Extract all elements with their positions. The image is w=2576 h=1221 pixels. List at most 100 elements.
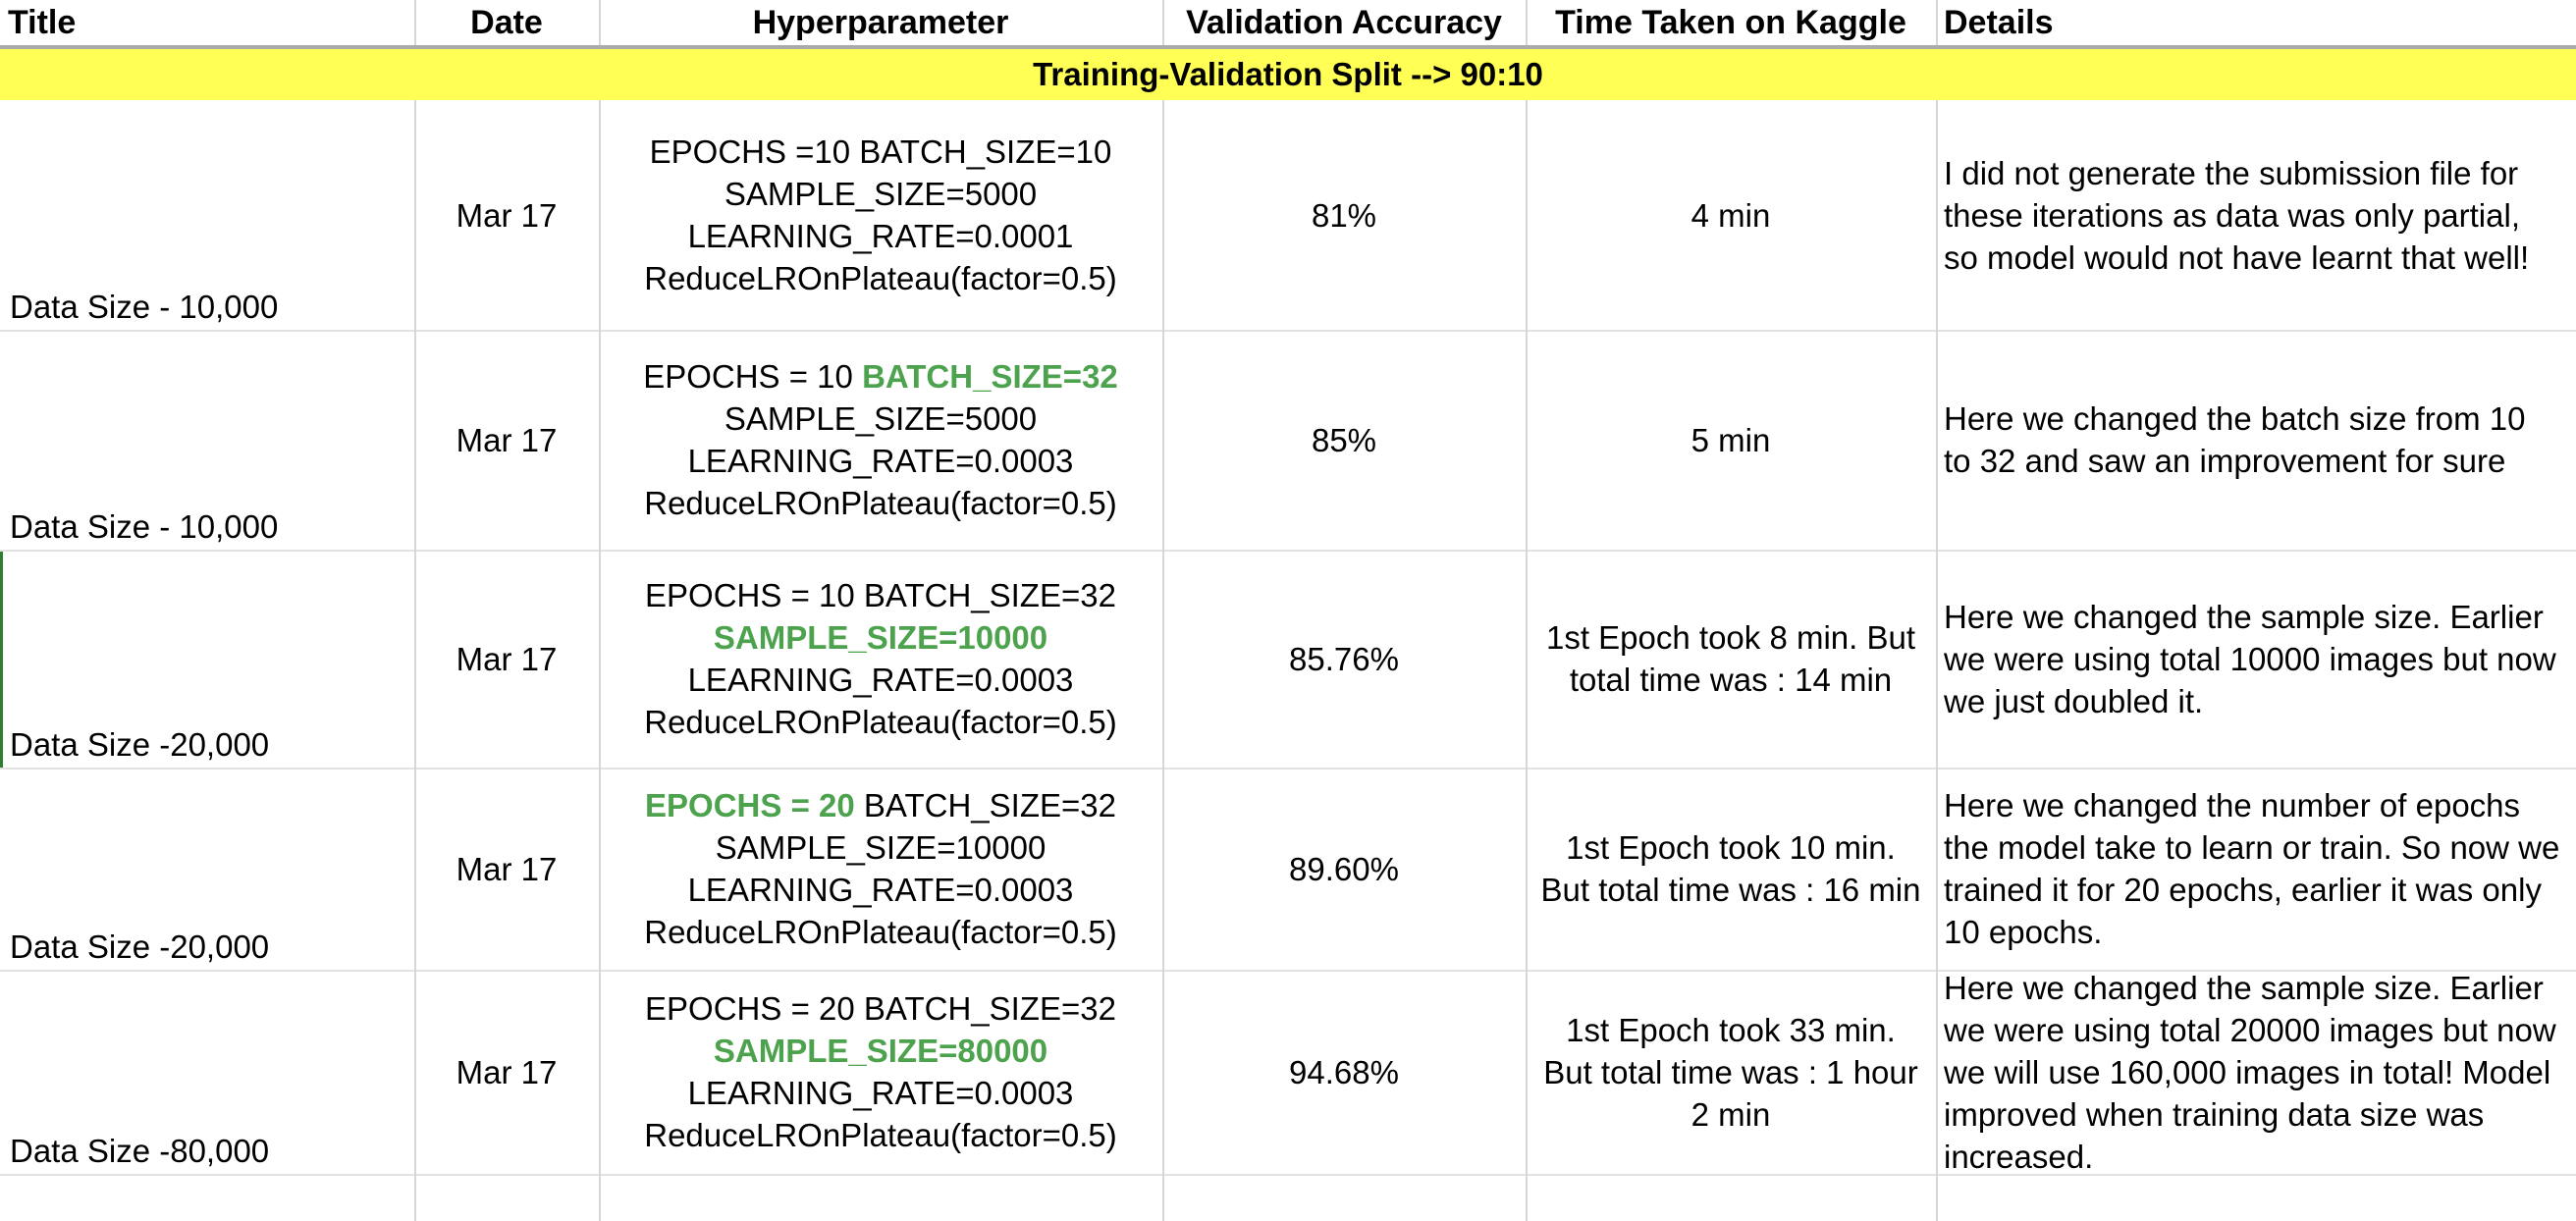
- details-cell[interactable]: I did not generate the submission file f…: [1936, 100, 2576, 330]
- hyperparameter-line: ReduceLROnPlateau(factor=0.5): [644, 1114, 1117, 1156]
- header-time-taken[interactable]: Time Taken on Kaggle: [1555, 4, 1906, 41]
- title-cell[interactable]: Data Size - 10,000: [0, 100, 414, 330]
- hyperparameter-text: EPOCHS = 20 BATCH_SIZE=32: [645, 990, 1116, 1027]
- date-text: Mar 17: [456, 640, 558, 677]
- column-border: [414, 0, 416, 1221]
- hyperparameter-cell[interactable]: EPOCHS =10 BATCH_SIZE=10 SAMPLE_SIZE=5000…: [599, 100, 1162, 330]
- details-cell[interactable]: Here we changed the sample size. Earlier…: [1936, 550, 2576, 768]
- date-text: Mar 17: [456, 421, 558, 458]
- accuracy-cell[interactable]: 89.60%: [1162, 768, 1526, 970]
- time-line: 2 min: [1690, 1095, 1771, 1133]
- table-row: Data Size -20,000 Mar 17 EPOCHS = 10 BATCH…: [0, 550, 2576, 768]
- split-banner[interactable]: Training-Validation Split --> 90:10: [0, 49, 2576, 100]
- details-cell[interactable]: Here we changed the number of epochs the …: [1936, 768, 2576, 970]
- hyperparameter-text: LEARNING_RATE=0.0003: [687, 443, 1074, 479]
- accuracy-cell[interactable]: 85%: [1162, 330, 1526, 550]
- hyperparameter-text: ReduceLROnPlateau(factor=0.5): [644, 1117, 1117, 1153]
- details-line: these iterations as data was only partia…: [1944, 196, 2520, 234]
- title-text: Data Size - 10,000: [10, 508, 279, 545]
- hyperparameter-line: EPOCHS =10 BATCH_SIZE=10: [650, 131, 1112, 173]
- hyperparameter-cell[interactable]: EPOCHS = 20 BATCH_SIZE=32 SAMPLE_SIZE=100…: [599, 768, 1162, 970]
- title-text: Data Size - 10,000: [10, 289, 279, 325]
- hyperparameter-text: BATCH_SIZE=32: [854, 787, 1116, 823]
- details-line: Here we changed the number of epochs: [1944, 787, 2521, 823]
- column-border: [1526, 0, 1528, 1221]
- hyperparameter-line: ReduceLROnPlateau(factor=0.5): [644, 257, 1117, 299]
- header-border: [0, 45, 2576, 49]
- hyperparameter-line: ReduceLROnPlateau(factor=0.5): [644, 482, 1117, 524]
- time-line: 1st Epoch took 10 min.: [1566, 829, 1896, 866]
- header-hyperparameter[interactable]: Hyperparameter: [752, 4, 1009, 41]
- details-cell[interactable]: Here we changed the sample size. Earlier…: [1936, 969, 2576, 1175]
- title-cell[interactable]: Data Size -20,000: [0, 768, 414, 970]
- details-cell[interactable]: Here we changed the batch size from 10 to…: [1936, 330, 2576, 550]
- hyperparameter-text: ReduceLROnPlateau(factor=0.5): [644, 260, 1117, 296]
- accuracy-text: 89.60%: [1289, 850, 1399, 887]
- date-cell[interactable]: Mar 17: [414, 768, 599, 970]
- date-cell[interactable]: Mar 17: [414, 550, 599, 768]
- hyperparameter-cell[interactable]: EPOCHS = 10 BATCH_SIZE=32 SAMPLE_SIZE=100…: [599, 550, 1162, 768]
- hyperparameter-text: EPOCHS = 10: [643, 358, 863, 395]
- time-cell[interactable]: 1st Epoch took 10 min. But total time was…: [1526, 768, 1936, 970]
- table-row: Data Size -80,000 Mar 17 EPOCHS = 20 BATCH…: [0, 969, 2576, 1175]
- time-cell[interactable]: 5 min: [1526, 330, 1936, 550]
- hyperparameter-text: SAMPLE_SIZE=5000: [724, 176, 1038, 212]
- header-title[interactable]: Title: [8, 4, 77, 41]
- hyperparameter-line: LEARNING_RATE=0.0003: [688, 440, 1074, 482]
- title-cell[interactable]: Data Size -20,000: [0, 550, 414, 768]
- hyperparameter-text: SAMPLE_SIZE=5000: [724, 400, 1038, 437]
- accuracy-cell[interactable]: 81%: [1162, 100, 1526, 330]
- time-line: 4 min: [1690, 196, 1771, 234]
- date-cell[interactable]: Mar 17: [414, 330, 599, 550]
- details-line: improved when training data size was: [1944, 1095, 2485, 1133]
- hyperparameter-line: SAMPLE_SIZE=80000: [714, 1030, 1047, 1072]
- date-cell[interactable]: Mar 17: [414, 100, 599, 330]
- hyperparameter-text: LEARNING_RATE=0.0003: [687, 1075, 1074, 1111]
- accuracy-cell[interactable]: 85.76%: [1162, 550, 1526, 768]
- time-line: 1st Epoch took 8 min. But: [1545, 619, 1916, 656]
- accuracy-text: 81%: [1311, 196, 1377, 234]
- hyperparameter-line: EPOCHS = 10 BATCH_SIZE=32: [645, 574, 1116, 616]
- column-border: [599, 0, 601, 1221]
- table-row: Data Size - 10,000 Mar 17 EPOCHS = 10 BATC…: [0, 330, 2576, 550]
- hyperparameter-text: EPOCHS = 10 BATCH_SIZE=32: [645, 577, 1116, 613]
- details-line: Here we changed the sample size. Earlier: [1944, 969, 2544, 1006]
- details-line: trained it for 20 epochs, earlier it was…: [1944, 872, 2542, 908]
- accuracy-text: 94.68%: [1289, 1053, 1399, 1090]
- header-details[interactable]: Details: [1944, 4, 2054, 41]
- title-cell[interactable]: Data Size - 10,000: [0, 330, 414, 550]
- header-validation-accuracy[interactable]: Validation Accuracy: [1186, 4, 1502, 41]
- date-text: Mar 17: [456, 850, 558, 887]
- date-cell[interactable]: Mar 17: [414, 970, 599, 1174]
- hyperparameter-cell[interactable]: EPOCHS = 20 BATCH_SIZE=32 SAMPLE_SIZE=800…: [599, 970, 1162, 1174]
- hyperparameter-text: ReduceLROnPlateau(factor=0.5): [644, 704, 1117, 740]
- row-border: [0, 330, 2576, 332]
- accuracy-cell[interactable]: 94.68%: [1162, 970, 1526, 1174]
- details-line: 10 epochs.: [1944, 914, 2103, 950]
- title-text: Data Size -20,000: [10, 929, 270, 965]
- row-border: [0, 970, 2576, 972]
- time-line: 5 min: [1690, 421, 1771, 458]
- date-text: Mar 17: [456, 196, 558, 234]
- title-text: Data Size -20,000: [10, 726, 270, 763]
- hyperparameter-line: LEARNING_RATE=0.0003: [688, 869, 1074, 911]
- hyperparameter-line: LEARNING_RATE=0.0003: [688, 659, 1074, 701]
- column-border: [1936, 0, 1938, 1221]
- row-border: [0, 768, 2576, 770]
- details-line: we were using total 20000 images but now: [1944, 1011, 2556, 1048]
- highlighted-change: SAMPLE_SIZE=10000: [713, 619, 1048, 656]
- accuracy-text: 85%: [1311, 421, 1377, 458]
- time-cell[interactable]: 4 min: [1526, 100, 1936, 330]
- header-date[interactable]: Date: [470, 4, 543, 41]
- details-line: we will use 160,000 images in total! Mod…: [1944, 1053, 2551, 1090]
- time-line: total time was : 14 min: [1569, 662, 1893, 698]
- time-cell[interactable]: 1st Epoch took 33 min. But total time was…: [1526, 970, 1936, 1174]
- hyperparameter-cell[interactable]: EPOCHS = 10 BATCH_SIZE=32 SAMPLE_SIZE=500…: [599, 330, 1162, 550]
- title-cell[interactable]: Data Size -80,000: [0, 970, 414, 1174]
- hyperparameter-line: EPOCHS = 10 BATCH_SIZE=32: [643, 355, 1118, 398]
- selection-edge: [0, 550, 3, 768]
- time-cell[interactable]: 1st Epoch took 8 min. But total time was …: [1526, 550, 1936, 768]
- hyperparameter-text: ReduceLROnPlateau(factor=0.5): [644, 914, 1117, 950]
- hyperparameter-line: ReduceLROnPlateau(factor=0.5): [644, 911, 1117, 953]
